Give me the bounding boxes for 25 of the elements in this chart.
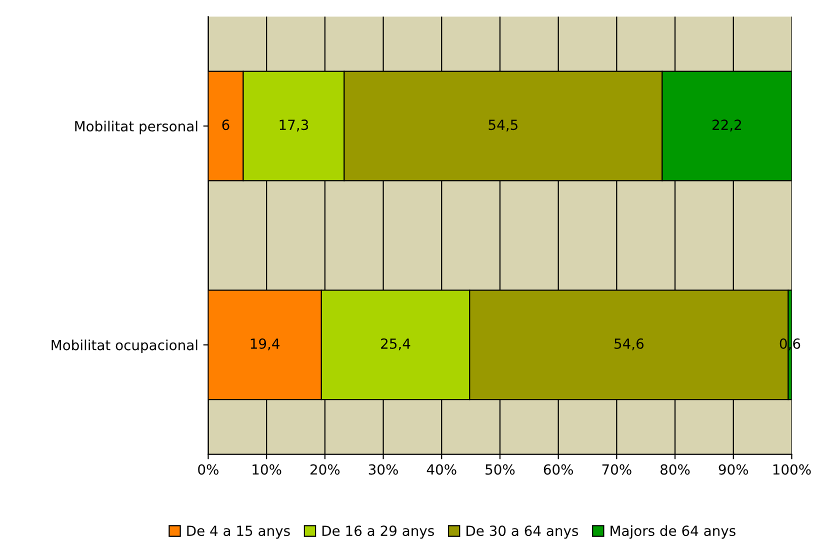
x-tick-label: 90%	[718, 464, 748, 475]
legend-label: De 16 a 29 anys	[322, 526, 434, 539]
data-label: 0,6	[780, 338, 800, 350]
y-tick-label: Mobilitat ocupacional	[52, 340, 198, 354]
data-label: 17,3	[280, 120, 308, 132]
legend-label: De 4 a 15 anys	[187, 526, 290, 539]
data-label: 54,5	[488, 120, 518, 132]
legend-label: De 30 a 64 anys	[466, 526, 578, 539]
y-tick-label: Mobilitat personal	[75, 120, 198, 134]
data-label: 6	[222, 120, 230, 130]
data-label: 19,4	[250, 338, 280, 350]
x-tick-label: 80%	[660, 464, 690, 475]
x-tick-label: 70%	[602, 464, 632, 475]
x-tick-label: 50%	[486, 464, 515, 475]
x-tick-label: 10%	[252, 464, 282, 475]
x-tick-label: 0%	[198, 464, 218, 475]
legend-label: Majors de 64 anys	[610, 525, 736, 539]
data-label: 25,4	[381, 338, 410, 350]
x-tick-label: 40%	[426, 464, 456, 475]
data-label: 54,6	[614, 338, 644, 350]
x-tick-label: 60%	[544, 464, 573, 475]
x-tick-label: 30%	[368, 464, 398, 475]
x-tick-label: 20%	[310, 464, 340, 475]
data-label: 22,2	[712, 120, 742, 132]
x-tick-label: 100%	[773, 464, 811, 475]
